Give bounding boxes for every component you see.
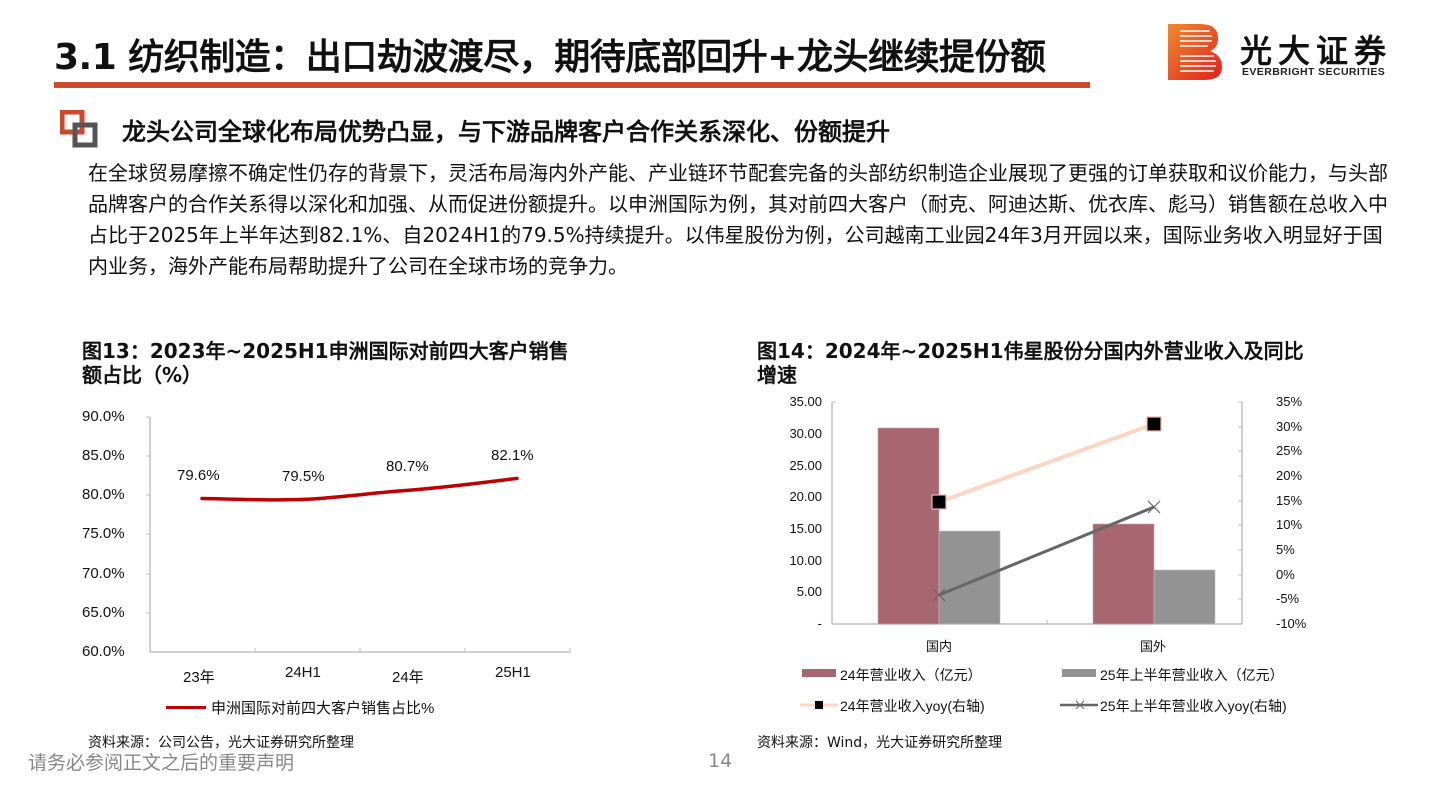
chart14-ytick-left: 15.00 [789,521,822,536]
chart14-title-line2: 增速 [757,363,797,387]
legend-swatch-25h1-yoy [1060,700,1098,710]
chart13-data-label: 79.6% [177,467,220,484]
chart13-ytick: 80.0% [82,486,125,503]
chart13-ytick: 70.0% [82,565,125,582]
section-paragraph: 在全球贸易摩擦不确定性仍存的背景下，灵活布局海内外产能、产业链环节配套完备的头部… [88,161,1388,278]
chart14-ytick-right: 0% [1276,567,1295,582]
chart14-ytick-right: -10% [1276,616,1307,631]
chart14-plot: 35.00 30.00 25.00 20.00 15.00 10.00 5.00… [740,390,1340,730]
bar-24-overseas [1092,523,1155,625]
chart13-xtick: 24H1 [285,664,321,681]
bar-24-domestic [877,427,940,625]
chart13-ytick: 60.0% [82,643,125,660]
chart14-ytick-right: 20% [1276,468,1303,483]
footer-disclaimer: 请务必参阅正文之后的重要声明 [28,752,295,774]
legend-label: 25年上半年营业收入（亿元） [1100,667,1284,683]
chart14-ytick-right: -5% [1276,591,1300,606]
chart14-ytick-right: 25% [1276,443,1303,458]
chart14-ytick-left: 25.00 [789,458,822,473]
chart13-data-label: 80.7% [386,458,429,475]
chart13-ytick: 85.0% [82,447,125,464]
chart13-plot: 90.0% 85.0% 80.0% 75.0% 70.0% 65.0% 60.0… [70,400,590,730]
legend-swatch-24-yoy [800,701,838,709]
chart13-xtick: 23年 [183,669,215,686]
chart13-legend-swatch [166,706,206,709]
chart14-ytick-right: 5% [1276,542,1295,557]
overlapping-squares-icon [60,110,98,148]
chart14-xtick: 国外 [1140,639,1167,654]
chart14-ytick-right: 30% [1276,419,1303,434]
chart13-legend-label: 申洲国际对前四大客户销售占比% [211,700,435,717]
chart14-ytick-left: 10.00 [789,553,822,568]
logo-english-name: EVERBRIGHT SECURITIES [1242,66,1386,78]
chart13-title-line2: 额占比（%） [82,363,203,387]
chart13-xtick: 24年 [392,669,424,686]
chart13-data-label: 79.5% [282,468,325,485]
legend-swatch-25h1-revenue [1062,669,1096,677]
chart13-ytick: 90.0% [82,408,125,425]
chart13-source: 资料来源：公司公告，光大证券研究所整理 [88,735,354,751]
chart13-ytick: 75.0% [82,525,125,542]
bar-25h1-overseas [1153,569,1216,625]
chart14-ytick-left: 30.00 [789,426,822,441]
legend-label: 25年上半年营业收入yoy(右轴) [1100,698,1287,714]
chart14-source: 资料来源：Wind，光大证券研究所整理 [757,735,1003,751]
chart13-title-line1: 图13：2023年~2025H1申洲国际对前四大客户销售 [82,339,569,363]
chart14-ytick-right: 15% [1276,493,1303,508]
title-underline [54,82,1090,88]
chart14-ytick-left: 20.00 [789,489,822,504]
legend-swatch-24-revenue [802,669,836,677]
chart14-title-line1: 图14：2024年~2025H1伟星股份分国内外营业收入及同比 [757,339,1304,363]
chart13-lines [146,416,571,653]
chart13-xtick: 25H1 [495,664,531,681]
logo-chinese-name: 光大证券 [1240,32,1393,70]
chart14-xtick: 国内 [926,639,953,654]
chart14-bars-lines [831,401,1243,625]
chart14-ytick-left: 35.00 [789,394,822,409]
chart14-ytick-left: 5.00 [796,584,822,599]
page-number: 14 [708,750,733,772]
everbright-b-logo-icon [1168,24,1222,80]
bar-25h1-domestic [938,530,1001,625]
chart13-data-label: 82.1% [491,447,534,464]
page-title: 3.1 纺织制造：出口劫波渡尽，期待底部回升+龙头继续提份额 [54,37,1046,78]
chart14-ytick-left: - [817,616,822,631]
chart14-ytick-right: 10% [1276,517,1303,532]
section-heading: 龙头公司全球化布局优势凸显，与下游品牌客户合作关系深化、份额提升 [122,118,890,146]
legend-label: 24年营业收入yoy(右轴) [840,698,985,714]
legend-label: 24年营业收入（亿元） [840,667,982,683]
chart13-ytick: 65.0% [82,604,125,621]
chart14-ytick-right: 35% [1276,394,1303,409]
company-logo: 光大证券 EVERBRIGHT SECURITIES [1166,22,1428,82]
